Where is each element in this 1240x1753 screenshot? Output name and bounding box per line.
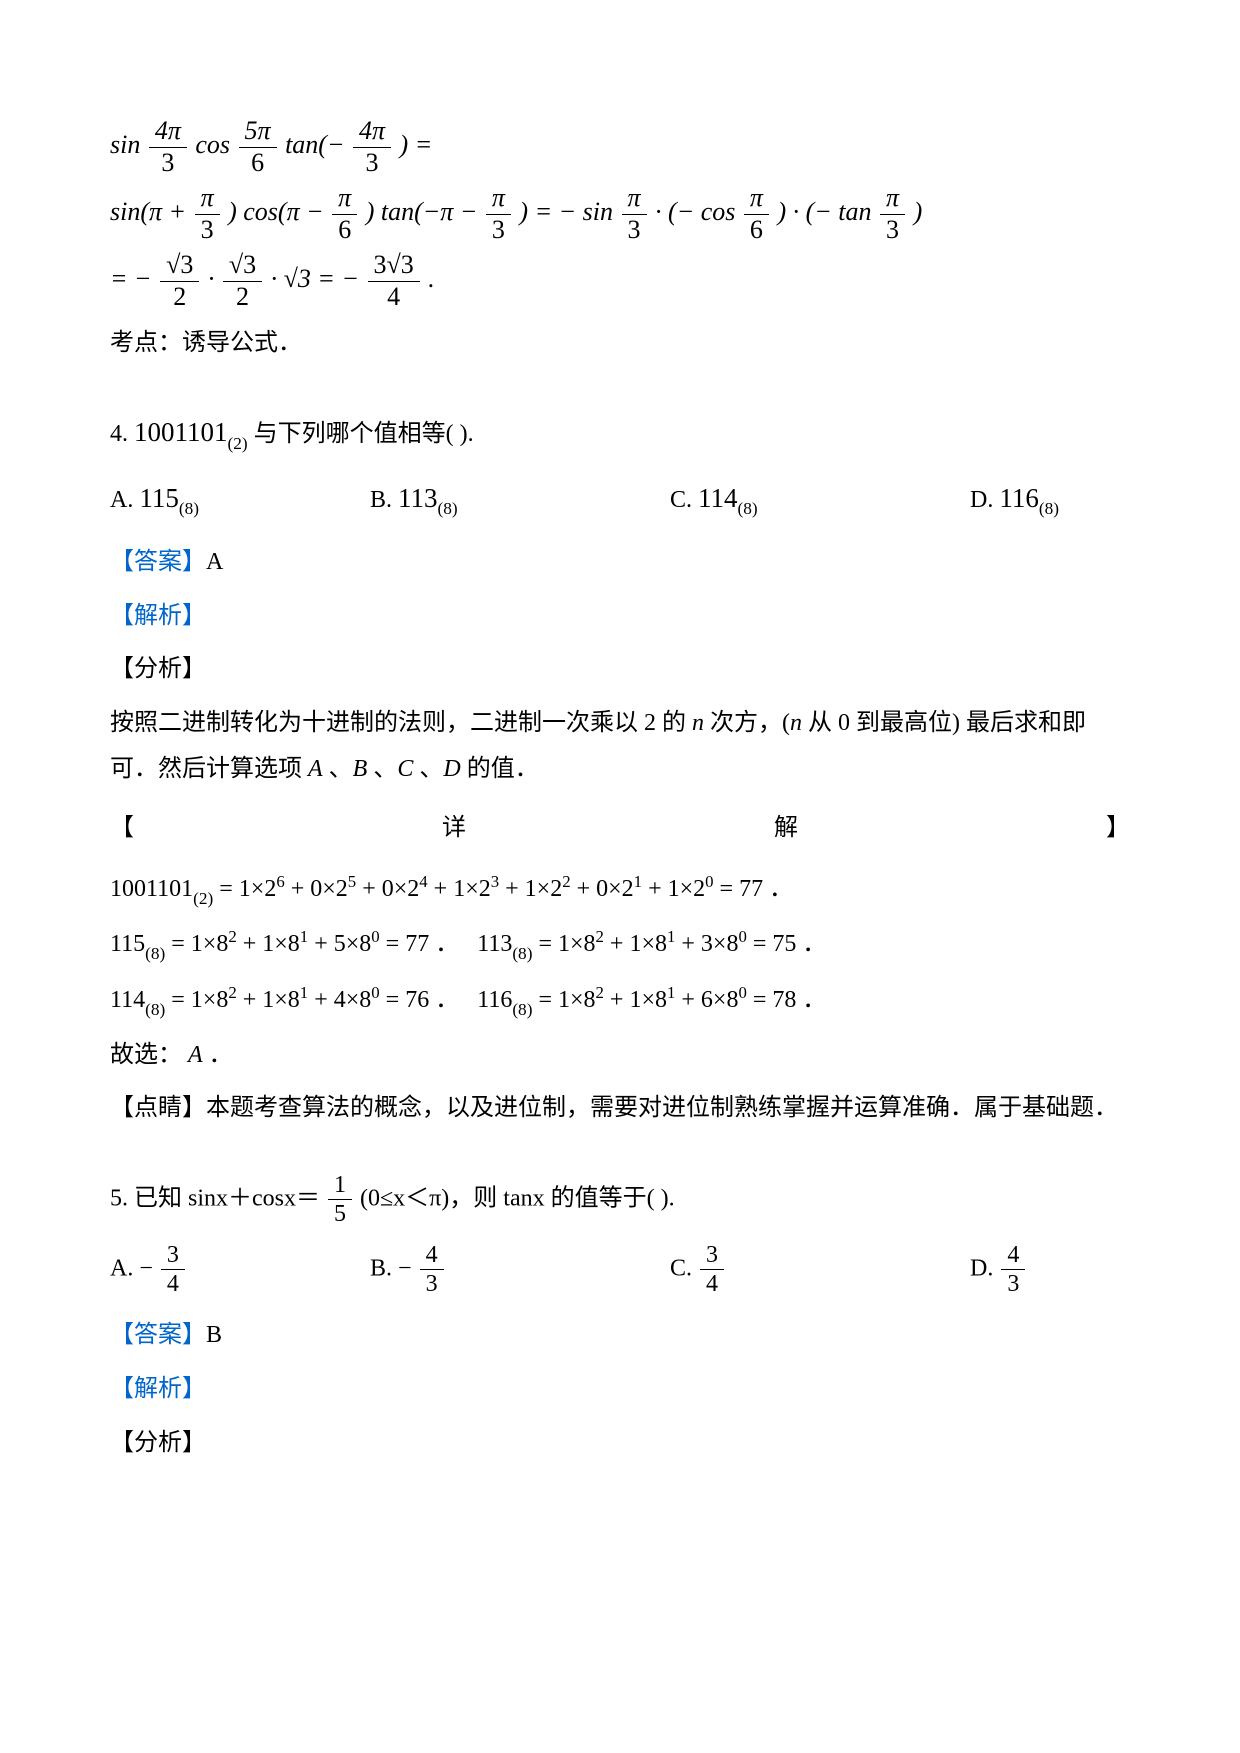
q5-option-a: A. − 34 — [110, 1242, 370, 1298]
q4-stem-rest: 与下列哪个值相等( ). — [254, 421, 474, 447]
q3-kaodian: 考点：诱导公式． — [110, 321, 1130, 367]
q4-option-a: A. 115(8) — [110, 473, 370, 525]
q4-dianjing: 【点睛】本题考查算法的概念，以及进位制，需要对进位制熟练掌握并运算准确．属于基础… — [110, 1086, 1130, 1132]
math-line-1: sin 4π3 cos 5π6 tan(− 4π3 ) = — [110, 116, 1130, 177]
q4-option-d: D. 116(8) — [970, 473, 1059, 525]
q4-fenxi-label: 【分析】 — [110, 647, 1130, 693]
q4-xiangjie-label: 【 详 解 】 — [110, 806, 1130, 852]
q4-options: A. 115(8) B. 113(8) C. 114(8) D. 116(8) — [110, 473, 1130, 525]
q4-stem: 4. 1001101(2) 与下列哪个值相等( ). — [110, 407, 1130, 459]
q4-answer-value: A — [206, 549, 223, 575]
q4-option-b: B. 113(8) — [370, 473, 670, 525]
q5-option-d: D. 43 — [970, 1242, 1027, 1298]
q5-stem-rest: (0≤x＜π)，则 tanx 的值等于( ). — [360, 1185, 675, 1211]
q4-math-sub: (2) — [228, 434, 248, 453]
q5-prefix: 5. 已知 sinx＋cosx＝ — [110, 1185, 320, 1211]
q5-options: A. − 34 B. − 43 C. 34 D. 43 — [110, 1242, 1130, 1298]
math-line-3: = − √32 · √32 · √3 = − 3√34 . — [110, 250, 1130, 311]
q5-jiexi: 【解析】 — [110, 1367, 1130, 1413]
q4-xiangjie-line3: 114(8) = 1×82 + 1×81 + 4×80 = 76 ． 116(8… — [110, 977, 1130, 1025]
q4-guxuan: 故选： A ． — [110, 1033, 1130, 1079]
q4-jiexi: 【解析】 — [110, 594, 1130, 640]
q5-option-b: B. − 43 — [370, 1242, 670, 1298]
q5-stem: 5. 已知 sinx＋cosx＝ 15 (0≤x＜π)，则 tanx 的值等于(… — [110, 1172, 1130, 1228]
q4-xiangjie-line2: 115(8) = 1×82 + 1×81 + 5×80 = 77 ． 113(8… — [110, 921, 1130, 969]
q5-answer: 【答案】B — [110, 1313, 1130, 1359]
q5-fenxi-label: 【分析】 — [110, 1421, 1130, 1467]
q4-answer: 【答案】A — [110, 540, 1130, 586]
q3-solution-math: sin 4π3 cos 5π6 tan(− 4π3 ) = sin(π + π3… — [110, 116, 1130, 311]
q4-prefix: 4. — [110, 421, 134, 447]
q4-math-value: 1001101 — [134, 417, 228, 447]
q4-fenxi-text: 按照二进制转化为十进制的法则，二进制一次乘以 2 的 n 次方，(n 从 0 到… — [110, 701, 1130, 792]
math-line-2: sin(π + π3 ) cos(π − π6 ) tan(−π − π3 ) … — [110, 183, 1130, 244]
q5-option-c: C. 34 — [670, 1242, 970, 1298]
q4-option-c: C. 114(8) — [670, 473, 970, 525]
exam-page: sin 4π3 cos 5π6 tan(− 4π3 ) = sin(π + π3… — [0, 0, 1240, 1753]
q4-xiangjie-line1: 1001101(2) = 1×26 + 0×25 + 0×24 + 1×23 +… — [110, 866, 1130, 914]
answer-label: 【答案】 — [110, 549, 206, 575]
